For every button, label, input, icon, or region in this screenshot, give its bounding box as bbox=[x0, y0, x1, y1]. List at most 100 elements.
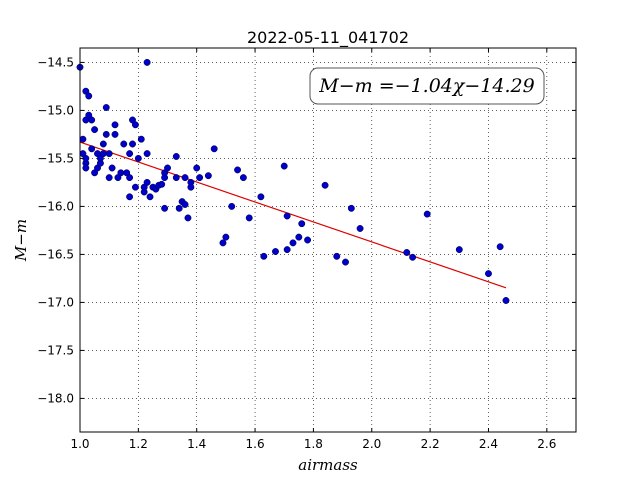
data-point bbox=[193, 164, 201, 172]
data-point bbox=[403, 249, 411, 256]
data-point bbox=[120, 140, 128, 148]
data-point bbox=[295, 233, 303, 241]
fit-line-group bbox=[79, 141, 507, 289]
data-point bbox=[181, 201, 189, 208]
data-point bbox=[234, 166, 242, 174]
data-point bbox=[239, 174, 247, 182]
data-point bbox=[102, 130, 110, 138]
equation-box-frame bbox=[309, 67, 545, 105]
data-point bbox=[99, 140, 107, 148]
data-point bbox=[126, 150, 134, 158]
data-point bbox=[184, 214, 192, 222]
data-point bbox=[283, 212, 291, 220]
data-point bbox=[210, 145, 218, 153]
data-point bbox=[502, 297, 510, 304]
data-point bbox=[134, 154, 142, 162]
grid bbox=[79, 48, 576, 432]
data-point bbox=[342, 258, 349, 266]
x-tick-label: 2.6 bbox=[537, 437, 556, 451]
x-tick-label: 1.6 bbox=[246, 437, 265, 451]
data-point bbox=[257, 193, 265, 201]
data-point bbox=[455, 246, 463, 254]
x-tick-label: 1.4 bbox=[187, 437, 206, 451]
data-point bbox=[280, 162, 288, 170]
data-point bbox=[137, 135, 145, 143]
data-point bbox=[91, 126, 99, 134]
y-tick-label: −17.0 bbox=[37, 295, 74, 309]
chart-title: 2022-05-11_041702 bbox=[247, 28, 409, 48]
data-point bbox=[143, 58, 151, 66]
data-point bbox=[485, 270, 492, 278]
equation-box: M−m =−1.04χ−14.29 bbox=[309, 67, 545, 105]
data-point bbox=[260, 252, 268, 260]
data-point bbox=[172, 174, 180, 182]
plot-frame bbox=[79, 47, 577, 433]
data-point bbox=[126, 193, 134, 201]
axis-ticks: 1.0 1.2 1.4 1.6 1.8 2.0 2.2 2.4 2.6 −14.5 −15.0 −15… bbox=[37, 48, 576, 451]
data-point bbox=[85, 92, 93, 100]
data-points bbox=[76, 58, 510, 304]
data-point bbox=[204, 172, 212, 180]
y-tick-label: −18.0 bbox=[37, 391, 74, 405]
data-point bbox=[228, 202, 236, 210]
data-point bbox=[283, 246, 291, 254]
data-point bbox=[245, 214, 253, 222]
x-axis-label: airmass bbox=[298, 456, 358, 474]
fit-line bbox=[79, 141, 507, 289]
data-point bbox=[102, 104, 110, 111]
data-point bbox=[129, 140, 136, 148]
plot-area bbox=[80, 48, 576, 432]
data-point bbox=[423, 210, 431, 218]
data-point bbox=[105, 174, 113, 182]
data-point bbox=[409, 253, 417, 261]
data-point bbox=[96, 159, 104, 167]
data-point bbox=[356, 225, 364, 232]
data-point bbox=[143, 150, 151, 158]
x-tick-label: 2.2 bbox=[421, 437, 440, 451]
data-point bbox=[333, 252, 341, 260]
y-tick-label: −15.5 bbox=[37, 151, 74, 165]
data-point bbox=[175, 204, 183, 212]
data-point bbox=[181, 174, 189, 182]
data-point bbox=[111, 121, 119, 129]
y-tick-label: −16.0 bbox=[37, 199, 74, 213]
y-tick-label: −16.5 bbox=[37, 247, 74, 261]
data-point bbox=[222, 233, 230, 241]
data-point bbox=[88, 116, 96, 124]
x-tick-label: 1.2 bbox=[129, 437, 148, 451]
fit-equation: M−m =−1.04χ−14.29 bbox=[318, 75, 534, 97]
y-axis-label: M−m bbox=[12, 219, 30, 262]
data-point bbox=[219, 239, 227, 247]
data-point bbox=[79, 135, 87, 143]
data-point bbox=[196, 174, 204, 182]
data-point bbox=[99, 150, 107, 158]
data-point bbox=[347, 204, 355, 212]
data-point bbox=[108, 164, 116, 172]
data-point bbox=[131, 183, 139, 191]
x-tick-label: 2.0 bbox=[362, 437, 381, 451]
data-point bbox=[126, 174, 134, 182]
data-point bbox=[82, 164, 90, 172]
x-tick-label: 1.8 bbox=[304, 437, 323, 451]
data-point bbox=[131, 121, 139, 129]
x-tick-label: 1.0 bbox=[70, 437, 89, 451]
data-point bbox=[105, 150, 113, 158]
data-point bbox=[187, 183, 195, 191]
data-point bbox=[496, 243, 504, 251]
x-tick-label: 2.4 bbox=[479, 437, 498, 451]
data-point bbox=[164, 164, 171, 172]
data-point bbox=[289, 239, 297, 247]
data-point bbox=[321, 181, 329, 189]
data-point bbox=[158, 180, 166, 188]
data-point bbox=[304, 236, 312, 244]
data-point bbox=[298, 220, 306, 228]
y-tick-label: −17.5 bbox=[37, 343, 74, 357]
data-point bbox=[111, 130, 119, 138]
y-tick-label: −14.5 bbox=[37, 55, 74, 69]
data-point bbox=[172, 153, 180, 160]
data-point bbox=[146, 193, 154, 201]
data-point bbox=[161, 204, 169, 212]
data-point bbox=[117, 169, 125, 177]
y-tick-label: −15.0 bbox=[37, 103, 74, 117]
